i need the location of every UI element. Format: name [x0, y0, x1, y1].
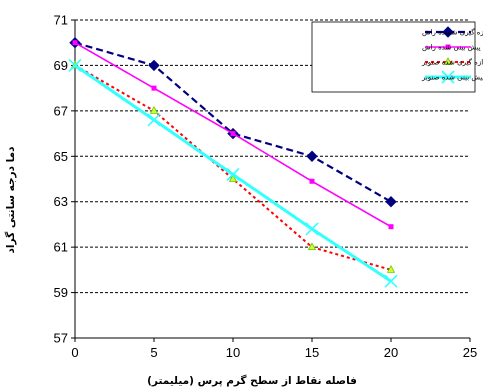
- series-1-point-3: [309, 178, 315, 184]
- y-tick-label-59: 59: [54, 285, 68, 300]
- series-3-point-3: [305, 222, 319, 236]
- series-2-point-2: [228, 174, 238, 182]
- series-3-point-4-b: [384, 274, 398, 288]
- series-1-point-0: [72, 40, 78, 46]
- series-3-point-1-b: [147, 113, 161, 127]
- legend: حرارت اندازه گیری شسده راش حرارت پیش بینی…: [311, 21, 483, 93]
- y-tick-label-57: 57: [54, 331, 68, 346]
- legend-label-2: حرارت اندازه گیری شده صنوبر: [421, 58, 483, 67]
- legend-swatch-marker-3: [441, 70, 455, 84]
- y-axis-label: دما درجه سانتی گراد: [4, 146, 17, 254]
- y-tick-label-71: 71: [54, 13, 68, 28]
- axes: [71, 19, 471, 342]
- legend-items: حرارت اندازه گیری شسده راش حرارت پیش بینی…: [421, 26, 483, 84]
- legend-swatch-marker-2: [443, 57, 453, 65]
- x-axis-label: فاصله نقاط از سطح گرم پرس (میلیمتر): [147, 374, 357, 387]
- x-tick-label-0: 0: [71, 345, 78, 360]
- series-0-line: [74, 41, 392, 203]
- x-tick-label-10: 10: [226, 345, 240, 360]
- legend-swatch-marker-0: [442, 26, 454, 38]
- series-1-point-4: [388, 224, 394, 230]
- series-3-line: [74, 64, 392, 283]
- series-3-point-2-b: [226, 167, 240, 182]
- series-3-point-0: [68, 58, 82, 72]
- series-3-point-3-b: [305, 222, 319, 236]
- x-tick-label-20: 20: [384, 345, 398, 360]
- series-3-point-2: [226, 167, 240, 182]
- tick-labels: 57 59 61 63 65 67 69 71 0 5 10 15 20 25: [54, 13, 478, 361]
- legend-label-1: حرارت پیش بینی شده راش: [422, 44, 483, 52]
- y-tick-label-63: 63: [54, 194, 68, 209]
- series-3-point-4: [384, 274, 398, 288]
- y-tick-label-67: 67: [54, 103, 68, 118]
- legend-label-0: حرارت اندازه گیری شسده راش: [422, 28, 483, 37]
- series-2-point-4: [386, 265, 396, 273]
- series-0-point-4: [385, 196, 397, 208]
- series-2-point-3: [307, 242, 317, 251]
- series-0-point-3: [306, 150, 318, 162]
- series-0-point-1: [148, 59, 160, 72]
- x-tick-label-5: 5: [150, 345, 157, 360]
- series-3-point-0-b: [68, 58, 82, 72]
- series-2-point-1: [149, 106, 159, 114]
- legend-label-3: حرارت پیش بینی شده صنوبر: [421, 74, 483, 82]
- legend-swatch-marker-1: [445, 44, 451, 50]
- y-tick-label-61: 61: [54, 240, 68, 255]
- series-1: [72, 40, 394, 230]
- y-tick-label-65: 65: [54, 149, 68, 164]
- series-2: [70, 60, 396, 273]
- series-3-point-1: [147, 113, 161, 127]
- series-1-point-1: [151, 85, 157, 91]
- series-3: [68, 58, 398, 288]
- y-tick-label-69: 69: [54, 58, 68, 73]
- x-tick-label-25: 25: [463, 345, 477, 360]
- x-tick-label-15: 15: [305, 345, 319, 360]
- series-1-point-2: [230, 131, 236, 137]
- legend-swatch-marker-3-b: [441, 70, 455, 84]
- series-2-line: [74, 64, 392, 271]
- series-layer: [68, 37, 398, 288]
